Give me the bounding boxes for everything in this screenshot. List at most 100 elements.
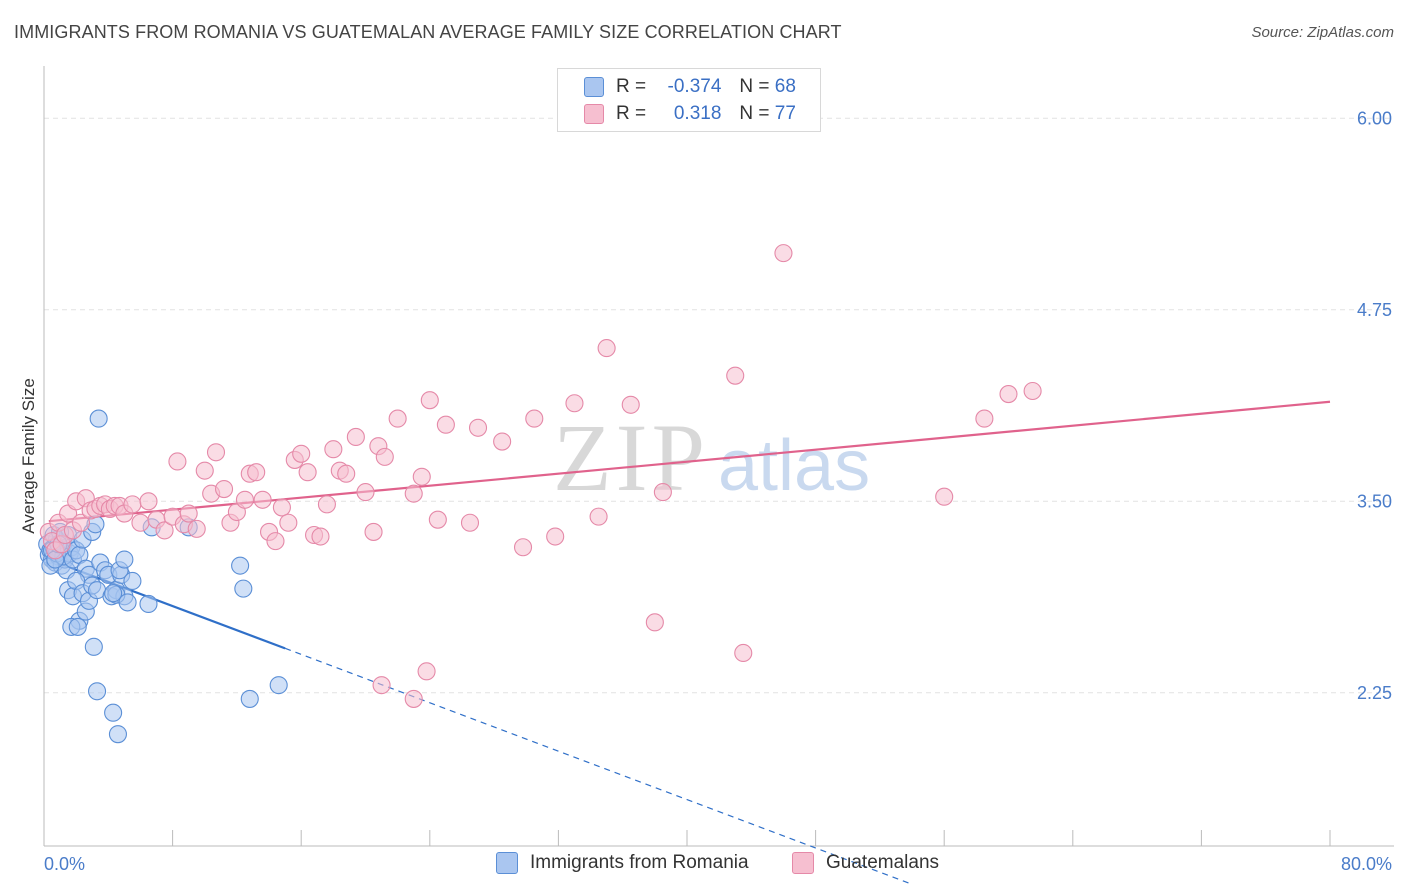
blue-point-56	[84, 637, 103, 656]
pink-point-49	[324, 440, 343, 459]
pink-point-58	[404, 484, 423, 503]
blue-swatch	[496, 852, 518, 874]
blue-point-51	[115, 550, 134, 569]
blue-point-53	[123, 571, 142, 591]
x-tick-label-min: 0.0%	[44, 854, 85, 874]
blue-point-59	[104, 703, 123, 722]
blue-point-57	[87, 682, 107, 701]
pink-point-66	[513, 538, 533, 557]
watermark-atlas: atlas	[718, 426, 870, 506]
pink-point-59	[412, 467, 431, 486]
pink-point-25	[168, 452, 187, 471]
pink-point-71	[597, 339, 616, 358]
series-legend-guatemalans: Guatemalans	[792, 852, 939, 874]
legend-n-label: N =	[739, 76, 770, 97]
pink-point-35	[235, 490, 254, 509]
blue-point-61	[139, 594, 158, 613]
pink-point-83	[417, 662, 436, 681]
pink-point-19	[123, 495, 142, 514]
series-name-guatemalans: Guatemalans	[826, 852, 940, 873]
series-name-romania: Immigrants from Romania	[530, 852, 749, 873]
legend-n-value: 68	[774, 76, 796, 97]
pink-point-72	[621, 395, 640, 414]
pink-point-42	[279, 513, 298, 532]
blue-point-49	[104, 584, 123, 603]
pink-point-9	[71, 513, 91, 532]
pink-point-64	[468, 418, 488, 437]
axes	[43, 66, 1394, 847]
x-tick-label-max: 80.0%	[1341, 854, 1392, 874]
series-pink	[39, 244, 1042, 708]
blue-point-67	[269, 676, 288, 695]
blue-point-55	[68, 617, 87, 636]
watermark-zip: ZIP	[553, 404, 709, 511]
pink-point-54	[364, 522, 383, 541]
pink-point-38	[253, 490, 272, 509]
y-axis-label: Average Family Size	[19, 378, 38, 534]
pink-point-44	[292, 444, 311, 463]
pink-point-37	[247, 463, 266, 482]
pink-point-53	[356, 483, 375, 502]
correlation-legend: R = -0.374 N = 68 R = 0.318 N = 77	[557, 68, 821, 132]
pink-point-29	[195, 461, 214, 480]
pink-point-67	[525, 409, 544, 428]
blue-point-58	[89, 409, 108, 428]
legend-row-guatemalans: R = 0.318 N = 77	[584, 101, 796, 127]
pink-point-84	[404, 689, 423, 708]
pink-point-32	[214, 479, 234, 499]
pink-point-80	[999, 385, 1018, 404]
pink-point-76	[734, 643, 753, 663]
pink-point-41	[272, 498, 291, 517]
tick-labels: 2.25 3.50 4.75 6.00 0.0% 80.0%	[44, 108, 1392, 874]
pink-point-79	[975, 409, 994, 428]
pink-point-62	[436, 415, 455, 434]
pink-point-45	[298, 463, 317, 482]
pink-point-82	[372, 676, 391, 695]
watermark: ZIP atlas	[553, 404, 870, 511]
pink-point-40	[266, 532, 285, 551]
pink-point-75	[726, 366, 745, 385]
pink-swatch	[584, 104, 604, 124]
blue-point-60	[108, 725, 127, 744]
pink-point-77	[774, 244, 793, 263]
legend-row-romania: R = -0.374 N = 68	[584, 74, 796, 100]
pink-point-60	[420, 391, 439, 410]
blue-point-66	[240, 689, 259, 708]
pink-point-68	[546, 527, 565, 546]
legend-r-label: R =	[616, 103, 647, 124]
y-tick-label-2: 4.75	[1357, 300, 1392, 320]
source-label: Source: ZipAtlas.com	[1251, 24, 1394, 41]
pink-point-73	[645, 613, 664, 632]
legend-r-label: R =	[616, 76, 647, 97]
pink-point-51	[337, 464, 356, 483]
pink-point-81	[1023, 381, 1042, 401]
pink-point-21	[139, 492, 158, 511]
pink-point-23	[155, 521, 174, 540]
blue-point-65	[234, 579, 253, 598]
y-tick-label-0: 2.25	[1357, 683, 1392, 703]
pink-point-28	[187, 519, 206, 538]
pink-point-78	[935, 487, 954, 506]
chart-title: IMMIGRANTS FROM ROMANIA VS GUATEMALAN AV…	[14, 22, 842, 42]
pink-point-27	[179, 504, 198, 523]
pink-point-61	[428, 510, 447, 529]
pink-point-65	[493, 432, 512, 451]
pink-point-69	[565, 394, 584, 413]
pink-point-48	[317, 495, 336, 514]
blue-point-52	[118, 593, 137, 612]
pink-point-56	[375, 447, 394, 466]
pink-point-52	[346, 427, 365, 447]
pink-point-20	[131, 513, 150, 532]
legend-n-label: N =	[739, 103, 770, 124]
series-legend-romania: Immigrants from Romania	[496, 852, 749, 874]
grid-lines	[44, 117, 1394, 694]
pink-point-31	[206, 443, 226, 462]
legend-r-value: -0.374	[667, 76, 722, 97]
data-points	[38, 244, 1042, 744]
y-tick-label-3: 6.00	[1357, 108, 1392, 128]
pink-swatch	[792, 852, 814, 874]
pink-point-57	[388, 409, 407, 428]
pink-point-47	[311, 527, 330, 546]
blue-point-64	[231, 556, 250, 575]
